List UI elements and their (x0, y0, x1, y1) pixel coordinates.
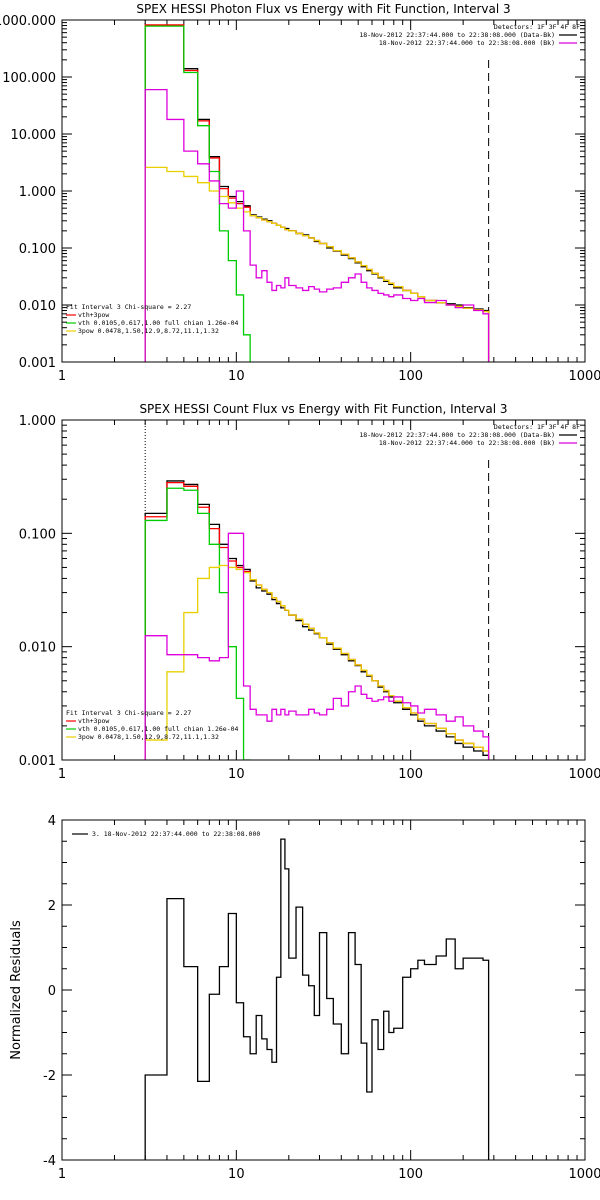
legend-left-entry: Fit Interval 3 Chi-square = 2.27 (66, 303, 191, 311)
y-tick-label: 100.000 (2, 71, 56, 86)
x-tick-label: 1000 (568, 369, 600, 384)
plot-area (144, 24, 490, 362)
panel-3: Normalized Residuals 1 10 100 1000 -4 -2 0 2 4 3. … (9, 814, 600, 1182)
legend-left-entry: 3. 18-Nov-2012 22:37:44.000 to 22:38:08.… (92, 830, 260, 838)
chart-title: SPEX HESSI Count Flux vs Energy with Fit… (139, 402, 507, 416)
detectors-label: Detectors: 1F 3F 4F 8F (494, 423, 580, 431)
axes-frame (61, 419, 586, 761)
y-tick-label: 0 (48, 984, 56, 999)
y-tick-label: 0.010 (19, 299, 56, 314)
series-line-3pow (144, 564, 490, 760)
legend-right-entry: 18-Nov-2012 22:37:44.000 to 22:38:08.000… (379, 439, 555, 447)
series-line-data-bk (144, 480, 490, 760)
legend-left-entry: vth 0.0105,0.617,1.00 full chian 1.26e-0… (78, 725, 239, 733)
y-tick-label: 0.001 (19, 754, 56, 769)
series-line-data-bk (144, 24, 490, 362)
legend-right-entry: 18-Nov-2012 22:37:44.000 to 22:38:08.000… (359, 431, 555, 439)
legend-right-entry: 18-Nov-2012 22:37:44.000 to 22:38:08.000… (359, 31, 555, 39)
y-axis-label: Normalized Residuals (9, 920, 24, 1060)
legend-left-entry: vth+3pow (78, 717, 109, 725)
legend-right-entry: 18-Nov-2012 22:37:44.000 to 22:38:08.000… (379, 39, 555, 47)
plot-area (144, 480, 490, 760)
y-tick-label: -4 (43, 1154, 56, 1169)
x-tick-label: 100 (398, 369, 423, 384)
legend-left-entry: vth+3pow (78, 311, 109, 319)
y-tick-label: 1000.000 (0, 14, 56, 29)
series-line-vth-3pow (144, 24, 490, 362)
series-line-bk (144, 89, 490, 362)
y-tick-label: -2 (43, 1069, 56, 1084)
x-tick-label: 10 (228, 369, 245, 384)
legend-left-entry: 3pow 0.0478,1.50,12.9,8.72,11.1,1.32 (78, 733, 219, 741)
y-tick-label: 1.000 (19, 414, 56, 429)
panel-1: SPEX HESSI Photon Flux vs Energy with Fi… (0, 2, 600, 384)
x-tick-label: 1 (58, 1167, 66, 1182)
legend-left-entry: 3pow 0.0478,1.50,12.9,8.72,11.1,1.32 (78, 327, 219, 335)
chart-title: SPEX HESSI Photon Flux vs Energy with Fi… (136, 2, 510, 16)
legend-left-entry: vth 0.0105,0.617,1.00 full chian 1.26e-0… (78, 319, 239, 327)
x-tick-label: 1000 (568, 767, 600, 782)
y-tick-label: 4 (48, 814, 56, 829)
series-line-3-18-nov-2012-22-37-44-000-to-22-38-08-000 (144, 838, 490, 1160)
y-tick-label: 1.000 (19, 185, 56, 200)
detectors-label: Detectors: 1F 3F 4F 8F (494, 23, 580, 31)
y-tick-label: 0.001 (19, 356, 56, 371)
series-line-3pow (144, 166, 490, 362)
legend-left-entry: Fit Interval 3 Chi-square = 2.27 (66, 709, 191, 717)
panel-2: SPEX HESSI Count Flux vs Energy with Fit… (19, 402, 600, 782)
series-line-vth (144, 487, 251, 760)
x-tick-label: 10 (228, 1167, 245, 1182)
series-line-bk (144, 532, 490, 760)
x-tick-label: 10 (228, 767, 245, 782)
x-tick-label: 1000 (568, 1167, 600, 1182)
y-tick-label: 0.010 (19, 641, 56, 656)
axes-frame (61, 19, 586, 363)
y-tick-label: 2 (48, 899, 56, 914)
x-tick-label: 1 (58, 767, 66, 782)
x-tick-label: 100 (398, 767, 423, 782)
plot-area (144, 838, 490, 1160)
x-tick-label: 1 (58, 369, 66, 384)
series-line-vth (144, 25, 251, 362)
y-tick-label: 0.100 (19, 527, 56, 542)
x-tick-label: 100 (398, 1167, 423, 1182)
series-line-vth-3pow (144, 482, 490, 760)
y-tick-label: 10.000 (11, 128, 57, 143)
axes-frame (61, 819, 586, 1161)
y-tick-label: 0.100 (19, 242, 56, 257)
